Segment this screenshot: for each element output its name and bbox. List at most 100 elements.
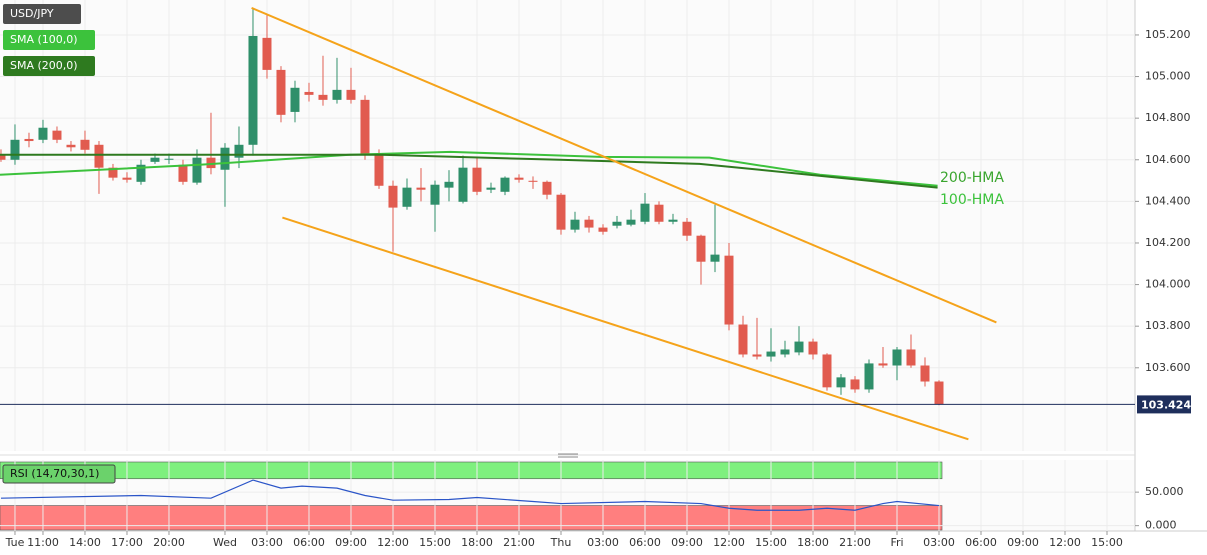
trend-line [282, 216, 969, 441]
candle-body [178, 164, 188, 182]
moving-average [0, 150, 938, 187]
candle-body [220, 147, 230, 170]
annotation: 200-HMA [940, 170, 1004, 186]
candle-body [10, 139, 20, 160]
candle-body [514, 177, 524, 180]
candle-body [360, 99, 370, 155]
legend-label: SMA (100,0) [10, 33, 78, 46]
resize-handle[interactable] [558, 453, 578, 458]
candle-body [80, 139, 90, 150]
legend-label: RSI (14,70,30,1) [10, 467, 99, 480]
candle-body [654, 204, 664, 222]
candle-body [836, 377, 846, 388]
x-tick-label: 15:00 [1091, 536, 1123, 549]
y-tick-label: 103.800 [1145, 319, 1191, 332]
candle-body [486, 187, 496, 190]
legend-box [2, 464, 116, 484]
candle-body [164, 158, 174, 160]
candle-body [696, 235, 706, 262]
x-tick-label: 03:00 [587, 536, 619, 549]
rsi-band [0, 505, 943, 531]
candle-body [458, 167, 468, 202]
candle-body [24, 138, 34, 142]
x-tick-label: 12:00 [1049, 536, 1081, 549]
candle-body [808, 341, 818, 355]
candle-body [52, 130, 62, 140]
x-tick-label: 14:00 [69, 536, 101, 549]
legend-box [3, 30, 95, 50]
y-tick-label: 105.200 [1145, 28, 1191, 41]
candle-body [346, 89, 356, 100]
candle-body [612, 221, 622, 226]
candle-body [682, 221, 692, 236]
y-tick-label: 104.000 [1145, 278, 1191, 291]
candle-body [304, 91, 314, 95]
annotation: 100-HMA [940, 192, 1004, 208]
y-tick-label: 103.600 [1145, 361, 1191, 374]
main-panel [0, 0, 1135, 451]
candle-body [668, 219, 678, 222]
candle-body [234, 144, 244, 158]
y-tick-label: 50.000 [1145, 485, 1184, 498]
candle-body [108, 167, 118, 178]
candle-body [640, 203, 650, 222]
candle-body [276, 69, 286, 115]
x-tick-label: 09:00 [671, 536, 703, 549]
candle-body [542, 181, 552, 195]
candle-body [444, 181, 454, 188]
moving-average [0, 153, 938, 189]
x-tick-label: 11:00 [27, 536, 59, 549]
y-tick-label: 105.000 [1145, 70, 1191, 83]
candle-body [430, 184, 440, 205]
candle-body [906, 349, 916, 366]
legend-label: SMA (200,0) [10, 59, 78, 72]
candle-body [752, 354, 762, 357]
x-tick-label: 15:00 [419, 536, 451, 549]
candle-body [500, 177, 510, 192]
candle-body [94, 144, 104, 168]
x-tick-label: 21:00 [503, 536, 535, 549]
x-tick-label: 06:00 [629, 536, 661, 549]
rsi-line [0, 479, 940, 511]
candle-body [38, 127, 48, 140]
candle-body [710, 254, 720, 262]
y-tick-label: 104.600 [1145, 153, 1191, 166]
y-tick-label: 104.800 [1145, 111, 1191, 124]
y-tick-label: 104.200 [1145, 236, 1191, 249]
candle-body [206, 157, 216, 169]
candle-body [402, 187, 412, 207]
x-tick-label: 18:00 [461, 536, 493, 549]
x-tick-label: 03:00 [923, 536, 955, 549]
candle-body [864, 363, 874, 390]
candle-body [248, 35, 258, 145]
candle-body [584, 219, 594, 228]
candle-body [570, 219, 580, 230]
x-tick-label: 06:00 [965, 536, 997, 549]
candle-body [318, 94, 328, 100]
candle-body [738, 324, 748, 355]
candle-body [556, 194, 566, 230]
candle-body [934, 381, 944, 405]
candle-body [416, 187, 426, 190]
candle-body [472, 167, 482, 192]
candle-body [780, 349, 790, 355]
candle-body [66, 144, 76, 148]
candle-body [332, 89, 342, 100]
x-tick-label: Tue [5, 536, 25, 549]
x-tick-label: 18:00 [797, 536, 829, 549]
x-tick-label: 21:00 [839, 536, 871, 549]
candle-body [290, 87, 300, 112]
x-tick-label: 17:00 [111, 536, 143, 549]
rsi-band [0, 461, 943, 480]
candle-body [822, 354, 832, 388]
candle-body [892, 349, 902, 366]
candle-body [850, 379, 860, 390]
x-tick-label: 15:00 [755, 536, 787, 549]
candle-body [920, 365, 930, 382]
candle-body [150, 157, 160, 162]
x-tick-label: 06:00 [293, 536, 325, 549]
y-tick-label: 104.400 [1145, 194, 1191, 207]
candle-body [766, 351, 776, 357]
candle-body [626, 219, 636, 225]
